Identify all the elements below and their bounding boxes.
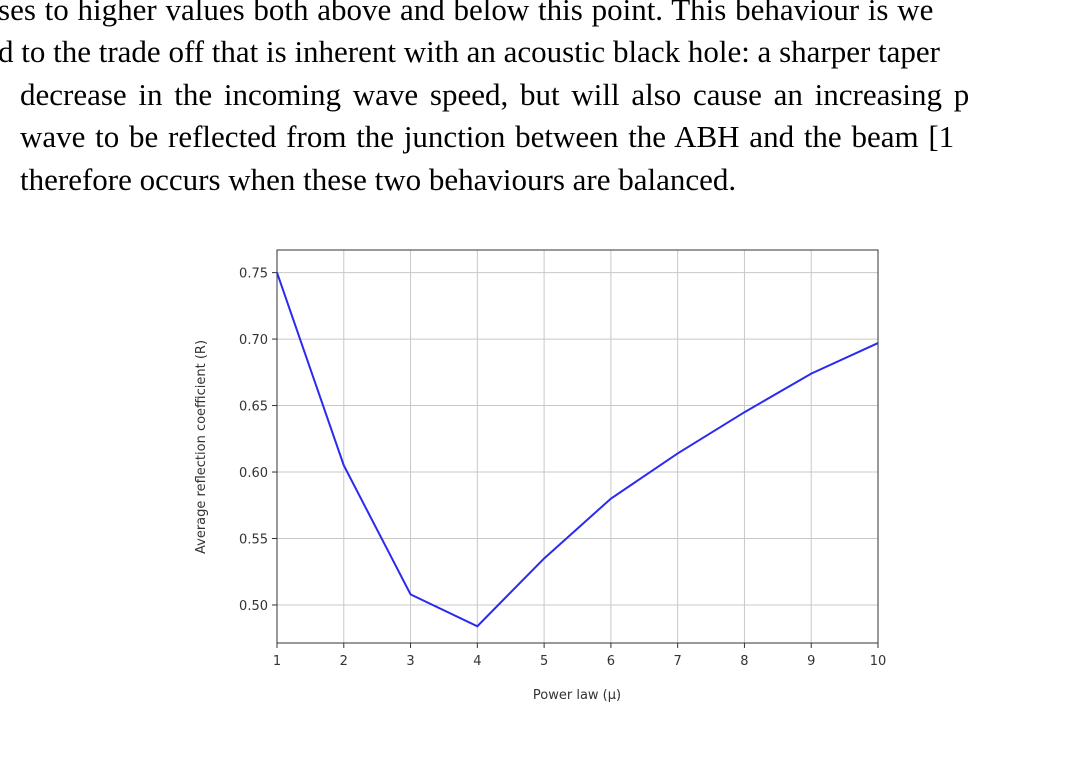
y-axis-label: Average reflection coefficient (R) <box>194 340 209 554</box>
y-tick-label: 0.55 <box>239 533 268 548</box>
x-tick-label: 1 <box>273 654 281 669</box>
y-tick-label: 0.60 <box>239 466 268 481</box>
x-tick-label: 6 <box>607 654 615 669</box>
y-tick-label: 0.50 <box>239 599 268 614</box>
x-axis-label: Power law (μ) <box>533 688 621 703</box>
text-line: ses to higher values both above and belo… <box>0 0 934 27</box>
x-tick-label: 9 <box>807 654 815 669</box>
text-line: d to the trade off that is inherent with… <box>0 34 941 69</box>
text-line: wave to be reflected from the junction b… <box>20 119 955 154</box>
x-tick-label: 2 <box>340 654 348 669</box>
text-line: decrease in the incoming wave speed, but… <box>20 77 970 112</box>
plot-frame <box>276 249 879 644</box>
x-tick-label: 3 <box>406 654 414 669</box>
x-tick-label: 10 <box>870 654 887 669</box>
text-line: therefore occurs when these two behaviou… <box>20 162 737 197</box>
x-tick-label: 4 <box>473 654 481 669</box>
x-tick-label: 8 <box>740 654 748 669</box>
data-line <box>276 272 879 628</box>
y-tick-label: 0.75 <box>239 267 268 282</box>
x-tick-label: 5 <box>540 654 548 669</box>
x-tick-label: 7 <box>674 654 682 669</box>
y-tick-label: 0.70 <box>239 333 268 348</box>
y-tick-label: 0.65 <box>239 400 268 415</box>
